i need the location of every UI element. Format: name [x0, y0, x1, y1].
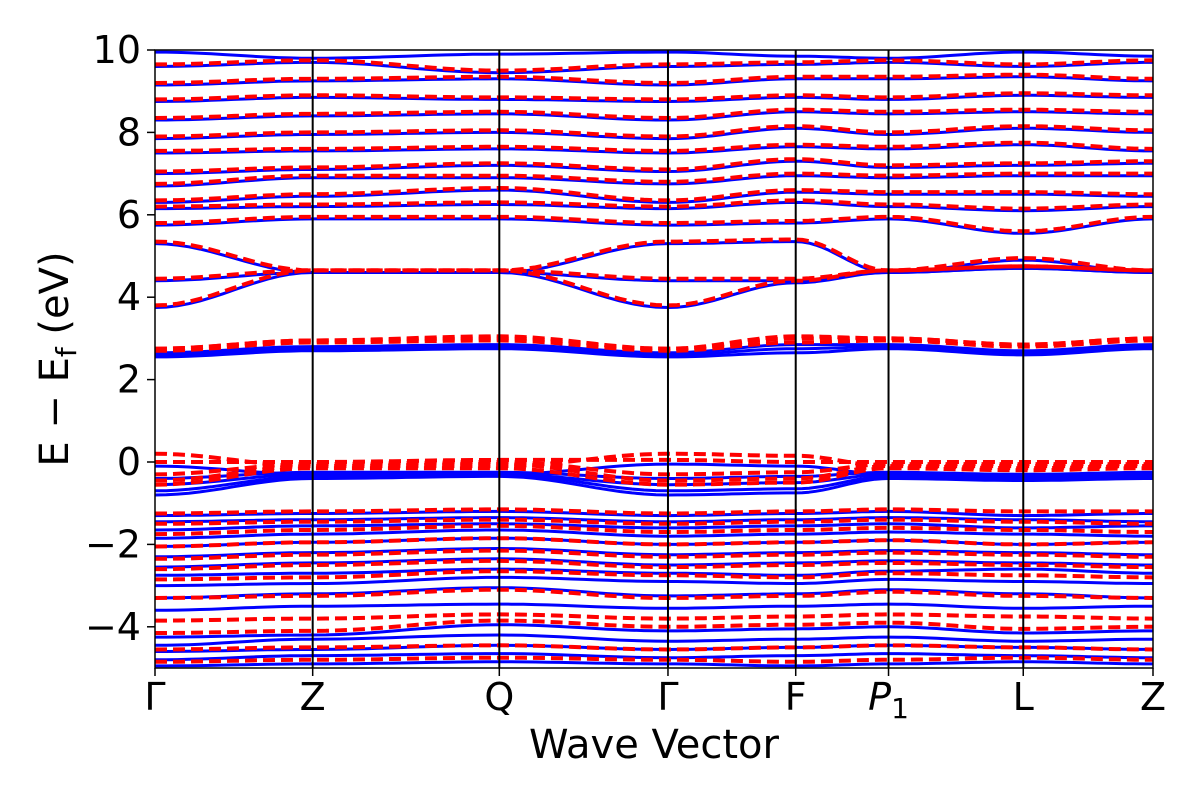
band-line	[155, 528, 1153, 540]
y-axis-label-subscript: f	[50, 346, 83, 357]
band-line	[155, 522, 1153, 532]
y-tick-label: −2	[85, 522, 141, 566]
x-tick-label: Q	[484, 675, 514, 719]
band-line	[155, 536, 1153, 549]
band-line	[155, 124, 1153, 139]
band-line	[155, 633, 1153, 647]
band-line	[155, 58, 1153, 73]
band-line	[155, 198, 1153, 211]
y-tick-label: 0	[117, 440, 141, 484]
band-line	[155, 347, 1153, 359]
x-tick-label: Z	[300, 675, 326, 719]
y-tick-label: 10	[93, 28, 141, 72]
band-line	[155, 237, 1153, 273]
x-tick-label: Z	[1140, 675, 1166, 719]
band-line	[155, 618, 1153, 635]
band-line	[155, 338, 1153, 353]
band-line	[155, 462, 1153, 476]
band-line	[155, 655, 1153, 664]
band-line	[155, 602, 1153, 612]
band-line	[155, 451, 1153, 469]
y-tick-label: 2	[117, 358, 141, 402]
band-line	[155, 643, 1153, 652]
band-line	[155, 264, 1153, 308]
x-tick-label: F	[785, 675, 807, 719]
band-line	[155, 107, 1153, 120]
y-tick-label: 8	[117, 110, 141, 154]
band-line	[155, 652, 1153, 662]
band-line	[155, 523, 1153, 537]
band-line	[155, 558, 1153, 572]
band-line	[155, 50, 1153, 60]
band-line	[155, 186, 1153, 203]
high-symmetry-lines	[311, 50, 1025, 668]
band-line	[155, 171, 1153, 186]
band-line	[155, 188, 1153, 204]
x-tick-label: P1	[868, 675, 909, 725]
y-tick-label: 4	[117, 275, 141, 319]
band-line	[155, 660, 1153, 668]
band-line	[155, 266, 1153, 309]
y-axis-label: E − Ef (eV)	[32, 251, 83, 466]
band-line	[155, 214, 1153, 234]
band-line	[155, 587, 1153, 600]
band-line	[155, 474, 1153, 497]
band-line	[155, 548, 1153, 561]
band-line	[155, 612, 1153, 623]
band-line	[155, 334, 1153, 351]
band-line	[155, 60, 1153, 75]
y-axis-label-unit: (eV)	[32, 251, 78, 347]
y-tick-label: 6	[117, 193, 141, 237]
band-line	[155, 343, 1153, 355]
band-line	[155, 507, 1153, 516]
band-line	[155, 91, 1153, 102]
x-tick-label: L	[1013, 675, 1034, 719]
x-axis-label: Wave Vector	[529, 722, 780, 768]
band-line	[155, 569, 1153, 582]
band-line	[155, 345, 1153, 357]
band-line	[155, 159, 1153, 176]
band-line	[155, 72, 1153, 85]
series-layer	[155, 50, 1153, 668]
band-line	[155, 472, 1153, 493]
y-axis-ticks: −4 −2 0 2 4 6 8 10	[85, 28, 155, 649]
band-line	[155, 517, 1153, 526]
y-axis-label-main: E − E	[32, 357, 78, 467]
band-line	[155, 140, 1153, 153]
band-line	[155, 157, 1153, 174]
x-axis-ticks: Γ Z Q Γ F P1 L Z	[144, 668, 1166, 725]
x-tick-label: Γ	[657, 675, 678, 719]
series-dashed-red	[155, 58, 1153, 664]
band-line	[155, 575, 1153, 588]
plot-frame	[154, 49, 1154, 669]
y-tick-label: −4	[85, 605, 141, 649]
x-tick-label: Γ	[144, 675, 165, 719]
band-line	[155, 457, 1153, 464]
band-line	[155, 623, 1153, 639]
